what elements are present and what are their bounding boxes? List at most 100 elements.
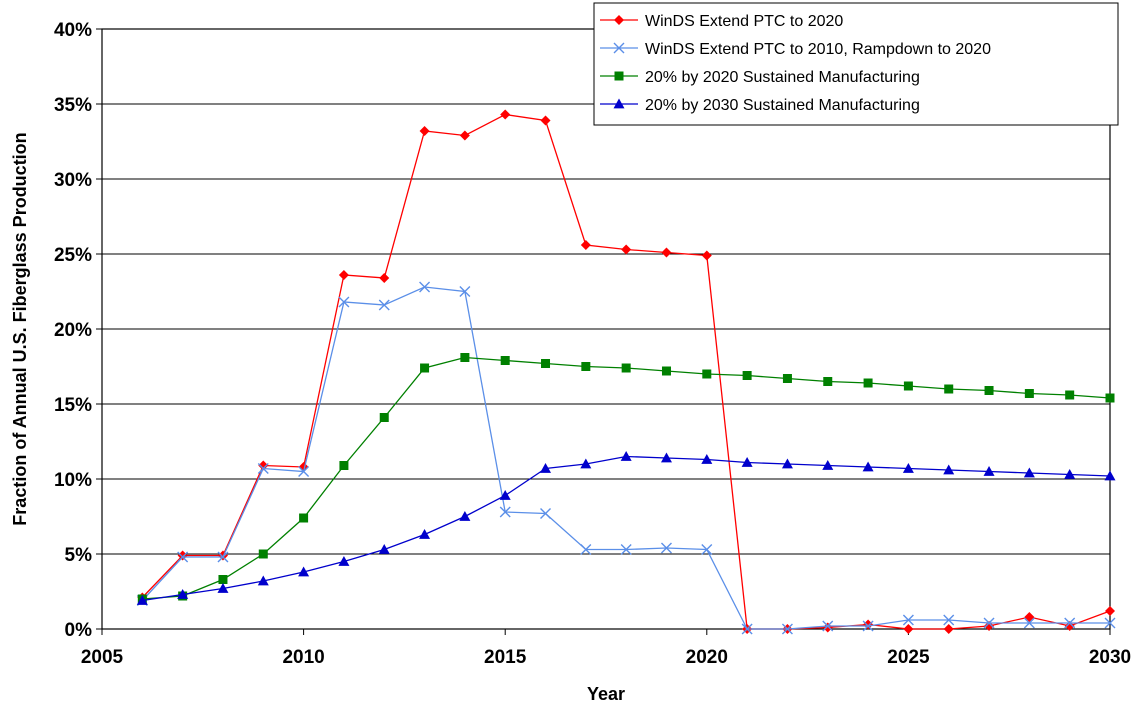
x-axis-ticks: 2005 2010 2015 2020 2025 2030 [81,629,1131,668]
data-point [1065,390,1075,400]
x-tick-label: 2005 [81,647,124,668]
data-point [943,614,955,626]
data-point [298,466,310,477]
legend-label: WinDS Extend PTC to 2020 [645,13,843,30]
data-point [863,619,874,630]
data-point [862,620,874,632]
data-point [217,551,229,563]
data-point [902,463,914,473]
data-point [822,460,834,470]
legend-label: 20% by 2020 Sustained Manufacturing [645,69,920,86]
data-point [1023,467,1035,478]
series-4 [136,451,1116,605]
data-point [420,363,430,373]
data-point [1024,612,1035,622]
data-point [378,299,390,311]
legend-item: 20% by 2030 Sustained Manufacturing [600,97,920,114]
data-point [902,614,914,626]
data-point [903,381,913,391]
data-point [943,464,955,475]
legend: WinDS Extend PTC to 2020 WinDS Extend PTC… [593,2,1119,126]
legend-marker [614,71,624,81]
y-tick-label: 25% [54,245,92,266]
data-point [419,529,431,539]
data-point [257,575,269,586]
data-point [701,544,713,555]
data-point [540,463,552,473]
data-point [1105,606,1115,616]
x-axis-title: Year [587,684,625,704]
data-point [581,362,591,371]
y-tick-label: 0% [65,620,93,641]
data-point [620,451,632,461]
data-point [338,296,350,308]
y-tick-label: 10% [54,470,92,491]
data-point [379,273,390,283]
data-point [218,575,228,584]
data-point [419,281,431,293]
y-tick-label: 5% [65,545,93,566]
data-point [822,622,833,633]
data-point [419,126,430,136]
legend-item: WinDS Extend PTC to 2020 [600,13,843,30]
data-point [1105,393,1115,403]
data-point [781,623,793,635]
x-tick-label: 2010 [282,647,324,668]
data-point [621,244,632,255]
data-point [823,377,833,386]
data-point [1064,469,1076,479]
data-point [338,270,349,280]
series-3 [137,353,1115,604]
series-2 [136,281,1116,635]
data-point [701,250,712,261]
series-line [142,356,1111,600]
data-point [1104,617,1116,629]
data-point [580,544,592,555]
data-point [621,363,631,373]
data-point [620,544,632,555]
legend-marker [614,15,624,25]
data-point [136,595,148,605]
y-tick-label: 30% [54,170,92,191]
data-point [1023,617,1035,629]
legend-marker [613,98,625,109]
y-tick-label: 20% [54,320,92,341]
x-tick-label: 2030 [1089,647,1131,668]
x-tick-label: 2015 [484,647,527,668]
y-tick-label: 35% [54,95,92,116]
data-point [822,620,834,632]
legend-item: WinDS Extend PTC to 2010, Rampdown to 20… [600,41,991,58]
data-point [541,359,551,368]
data-point [983,617,995,629]
data-point [257,463,269,474]
data-point [741,457,753,467]
data-point [177,550,188,561]
series-lines [136,109,1116,635]
data-point [459,511,471,521]
data-point [943,624,954,634]
data-point [983,466,995,476]
data-point [177,551,189,563]
data-point [177,589,189,599]
y-tick-label: 15% [54,395,92,416]
data-point [500,356,510,365]
data-point [379,413,389,422]
data-point [460,353,470,362]
data-point [742,371,752,380]
data-point [299,513,309,523]
data-point [1024,389,1034,398]
data-point [863,378,873,388]
data-point [903,624,914,634]
series-line [142,455,1111,602]
data-point [499,490,511,500]
data-point [540,115,551,126]
data-point [338,556,350,566]
gridlines [102,103,1110,555]
data-point [217,583,229,593]
x-tick-label: 2025 [887,647,930,668]
y-tick-label: 40% [54,20,92,41]
data-point [500,109,511,120]
data-point [459,286,471,297]
